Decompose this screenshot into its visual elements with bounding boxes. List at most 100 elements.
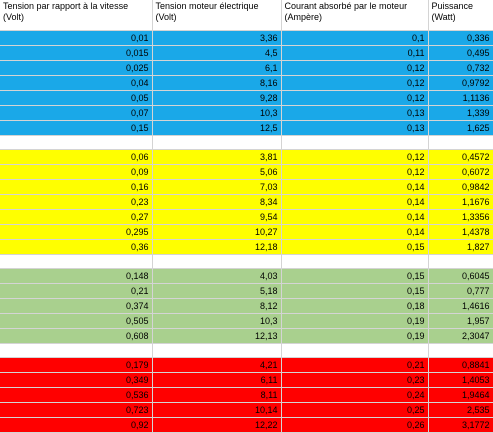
blank-cell[interactable]	[428, 343, 493, 358]
motor-voltage-cell[interactable]: 4,03	[152, 268, 282, 284]
speed-voltage-cell[interactable]: 0,608	[0, 328, 153, 344]
power-cell[interactable]: 1,957	[428, 313, 493, 329]
speed-voltage-cell[interactable]: 0,04	[0, 75, 153, 91]
motor-voltage-cell[interactable]: 5,18	[152, 283, 282, 299]
blank-cell[interactable]	[428, 254, 493, 269]
blank-cell[interactable]	[0, 135, 153, 150]
blank-cell[interactable]	[281, 135, 429, 150]
blank-cell[interactable]	[152, 343, 282, 358]
power-cell[interactable]: 0,495	[428, 45, 493, 61]
power-cell[interactable]: 0,6045	[428, 268, 493, 284]
motor-current-cell[interactable]: 0,25	[281, 402, 429, 418]
speed-voltage-cell[interactable]: 0,349	[0, 372, 153, 388]
motor-voltage-cell[interactable]: 10,3	[152, 105, 282, 121]
header-cell-motor-voltage[interactable]: Tension moteur électrique (Volt)	[152, 0, 282, 31]
motor-current-cell[interactable]: 0,24	[281, 387, 429, 403]
motor-voltage-cell[interactable]: 6,1	[152, 60, 282, 76]
header-cell-motor-current[interactable]: Courant absorbé par le moteur (Ampère)	[281, 0, 429, 31]
motor-current-cell[interactable]: 0,14	[281, 209, 429, 225]
header-cell-power[interactable]: Puissance (Watt)	[428, 0, 493, 31]
motor-voltage-cell[interactable]: 12,18	[152, 239, 282, 255]
motor-voltage-cell[interactable]: 12,22	[152, 417, 282, 433]
power-cell[interactable]: 1,4378	[428, 224, 493, 240]
speed-voltage-cell[interactable]: 0,09	[0, 164, 153, 180]
motor-voltage-cell[interactable]: 10,14	[152, 402, 282, 418]
blank-cell[interactable]	[152, 254, 282, 269]
motor-current-cell[interactable]: 0,12	[281, 75, 429, 91]
power-cell[interactable]: 1,1136	[428, 90, 493, 106]
motor-voltage-cell[interactable]: 10,27	[152, 224, 282, 240]
power-cell[interactable]: 0,4572	[428, 149, 493, 165]
power-cell[interactable]: 1,4053	[428, 372, 493, 388]
power-cell[interactable]: 1,9464	[428, 387, 493, 403]
header-cell-speed-voltage[interactable]: Tension par rapport à la vitesse (Volt)	[0, 0, 153, 31]
power-cell[interactable]: 0,6072	[428, 164, 493, 180]
motor-current-cell[interactable]: 0,19	[281, 328, 429, 344]
speed-voltage-cell[interactable]: 0,148	[0, 268, 153, 284]
motor-voltage-cell[interactable]: 8,16	[152, 75, 282, 91]
motor-current-cell[interactable]: 0,18	[281, 298, 429, 314]
speed-voltage-cell[interactable]: 0,05	[0, 90, 153, 106]
speed-voltage-cell[interactable]: 0,15	[0, 120, 153, 136]
motor-current-cell[interactable]: 0,26	[281, 417, 429, 433]
motor-current-cell[interactable]: 0,14	[281, 194, 429, 210]
power-cell[interactable]: 1,827	[428, 239, 493, 255]
speed-voltage-cell[interactable]: 0,27	[0, 209, 153, 225]
motor-voltage-cell[interactable]: 6,11	[152, 372, 282, 388]
motor-voltage-cell[interactable]: 12,5	[152, 120, 282, 136]
motor-voltage-cell[interactable]: 5,06	[152, 164, 282, 180]
power-cell[interactable]: 0,732	[428, 60, 493, 76]
power-cell[interactable]: 1,625	[428, 120, 493, 136]
motor-voltage-cell[interactable]: 8,12	[152, 298, 282, 314]
speed-voltage-cell[interactable]: 0,505	[0, 313, 153, 329]
motor-current-cell[interactable]: 0,12	[281, 149, 429, 165]
speed-voltage-cell[interactable]: 0,92	[0, 417, 153, 433]
speed-voltage-cell[interactable]: 0,179	[0, 357, 153, 373]
motor-current-cell[interactable]: 0,23	[281, 372, 429, 388]
motor-voltage-cell[interactable]: 9,54	[152, 209, 282, 225]
motor-current-cell[interactable]: 0,15	[281, 268, 429, 284]
speed-voltage-cell[interactable]: 0,025	[0, 60, 153, 76]
speed-voltage-cell[interactable]: 0,36	[0, 239, 153, 255]
motor-current-cell[interactable]: 0,14	[281, 224, 429, 240]
motor-current-cell[interactable]: 0,12	[281, 164, 429, 180]
motor-voltage-cell[interactable]: 10,3	[152, 313, 282, 329]
speed-voltage-cell[interactable]: 0,295	[0, 224, 153, 240]
motor-current-cell[interactable]: 0,15	[281, 283, 429, 299]
power-cell[interactable]: 2,535	[428, 402, 493, 418]
speed-voltage-cell[interactable]: 0,723	[0, 402, 153, 418]
speed-voltage-cell[interactable]: 0,374	[0, 298, 153, 314]
power-cell[interactable]: 2,3047	[428, 328, 493, 344]
motor-current-cell[interactable]: 0,13	[281, 105, 429, 121]
blank-cell[interactable]	[0, 254, 153, 269]
motor-voltage-cell[interactable]: 8,34	[152, 194, 282, 210]
motor-current-cell[interactable]: 0,14	[281, 179, 429, 195]
motor-current-cell[interactable]: 0,12	[281, 60, 429, 76]
motor-voltage-cell[interactable]: 4,21	[152, 357, 282, 373]
motor-voltage-cell[interactable]: 7,03	[152, 179, 282, 195]
motor-current-cell[interactable]: 0,13	[281, 120, 429, 136]
motor-voltage-cell[interactable]: 3,36	[152, 30, 282, 46]
power-cell[interactable]: 1,3356	[428, 209, 493, 225]
speed-voltage-cell[interactable]: 0,015	[0, 45, 153, 61]
speed-voltage-cell[interactable]: 0,21	[0, 283, 153, 299]
motor-voltage-cell[interactable]: 3,81	[152, 149, 282, 165]
power-cell[interactable]: 0,777	[428, 283, 493, 299]
speed-voltage-cell[interactable]: 0,07	[0, 105, 153, 121]
motor-current-cell[interactable]: 0,21	[281, 357, 429, 373]
power-cell[interactable]: 0,9842	[428, 179, 493, 195]
motor-voltage-cell[interactable]: 9,28	[152, 90, 282, 106]
power-cell[interactable]: 0,9792	[428, 75, 493, 91]
motor-current-cell[interactable]: 0,19	[281, 313, 429, 329]
power-cell[interactable]: 0,336	[428, 30, 493, 46]
blank-cell[interactable]	[428, 135, 493, 150]
power-cell[interactable]: 0,8841	[428, 357, 493, 373]
power-cell[interactable]: 1,339	[428, 105, 493, 121]
blank-cell[interactable]	[281, 254, 429, 269]
power-cell[interactable]: 3,1772	[428, 417, 493, 433]
motor-current-cell[interactable]: 0,1	[281, 30, 429, 46]
motor-current-cell[interactable]: 0,12	[281, 90, 429, 106]
blank-cell[interactable]	[0, 343, 153, 358]
speed-voltage-cell[interactable]: 0,06	[0, 149, 153, 165]
speed-voltage-cell[interactable]: 0,23	[0, 194, 153, 210]
